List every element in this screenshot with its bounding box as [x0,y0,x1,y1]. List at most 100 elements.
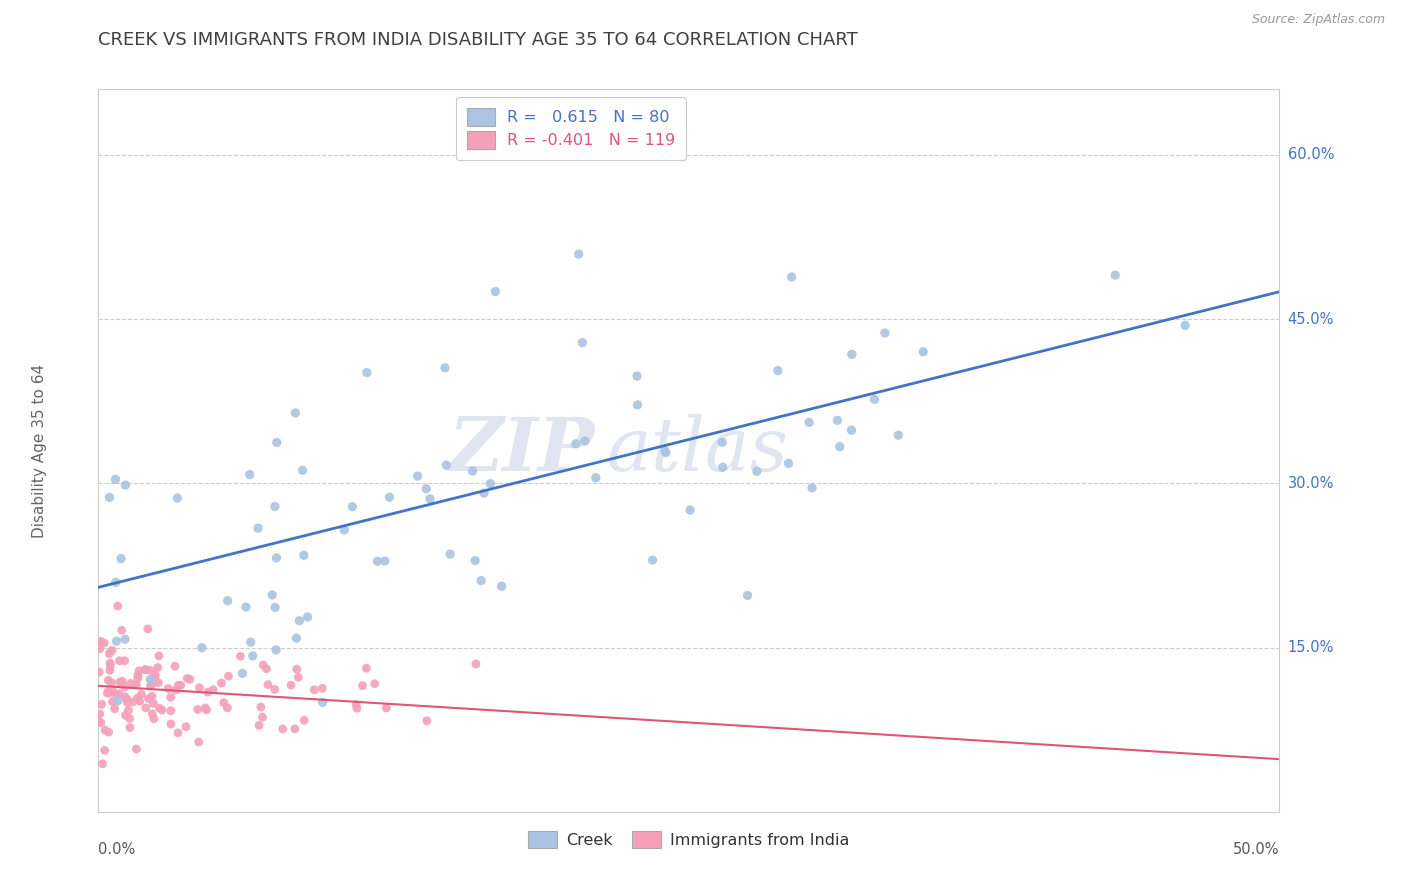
Point [366,554,388,568]
Point [288,614,311,628]
Point [195,703,218,717]
Point [114,708,136,723]
Point [148,675,170,690]
Text: 45.0%: 45.0% [1288,311,1334,326]
Point [254,662,277,676]
Point [141,677,163,691]
Point [96,686,118,700]
Point [107,693,129,707]
Point [91,756,114,771]
Point [146,660,169,674]
Point [111,674,134,689]
Point [174,720,197,734]
Point [766,363,789,377]
Point [97,725,120,739]
Point [97,673,120,688]
Point [90,634,112,648]
Point [217,701,239,715]
Point [115,692,138,706]
Point [571,335,593,350]
Point [352,679,374,693]
Point [311,695,333,709]
Point [134,663,156,677]
Text: 15.0%: 15.0% [1288,640,1334,655]
Point [142,712,165,726]
Point [143,669,166,683]
Point [89,665,111,679]
Point [125,742,148,756]
Point [98,647,121,661]
Point [239,635,262,649]
Point [101,694,124,708]
Point [108,654,131,668]
Point [104,472,127,486]
Point [101,684,124,698]
Point [344,698,367,712]
Point [163,659,186,673]
Point [280,678,302,692]
Point [127,671,149,685]
Point [464,657,486,671]
Point [197,685,219,699]
Point [141,706,163,721]
Point [97,684,120,698]
Point [1174,318,1197,333]
Point [266,435,288,450]
Point [439,547,461,561]
Point [235,600,257,615]
Point [250,700,273,714]
Point [247,521,270,535]
Point [118,721,141,735]
Point [479,476,502,491]
Point [104,702,127,716]
Point [841,347,863,361]
Point [125,677,148,691]
Point [143,668,166,682]
Point [187,735,209,749]
Point [287,670,309,684]
Point [291,463,314,477]
Point [108,687,131,701]
Point [105,634,128,648]
Point [179,673,201,687]
Point [346,701,368,715]
Point [266,550,288,565]
Point [252,658,274,673]
Point [166,491,188,505]
Point [285,631,308,645]
Point [139,679,162,693]
Point [801,481,824,495]
Point [114,632,136,647]
Point [304,682,326,697]
Point [585,471,607,485]
Point [114,680,136,694]
Point [257,678,280,692]
Point [252,710,274,724]
Point [114,690,136,704]
Point [176,672,198,686]
Point [416,714,439,728]
Point [118,712,141,726]
Point [165,683,187,698]
Point [363,676,385,690]
Point [333,523,356,537]
Point [472,486,495,500]
Point [98,686,121,700]
Point [292,713,315,727]
Point [1104,268,1126,282]
Point [218,669,240,683]
Point [264,500,287,514]
Point [128,664,150,678]
Point [284,722,307,736]
Point [285,662,308,676]
Point [98,656,121,670]
Point [297,610,319,624]
Point [98,491,121,505]
Point [342,500,364,514]
Point [98,663,121,677]
Point [356,366,378,380]
Point [239,467,262,482]
Point [94,723,117,738]
Point [120,676,142,690]
Point [139,664,162,678]
